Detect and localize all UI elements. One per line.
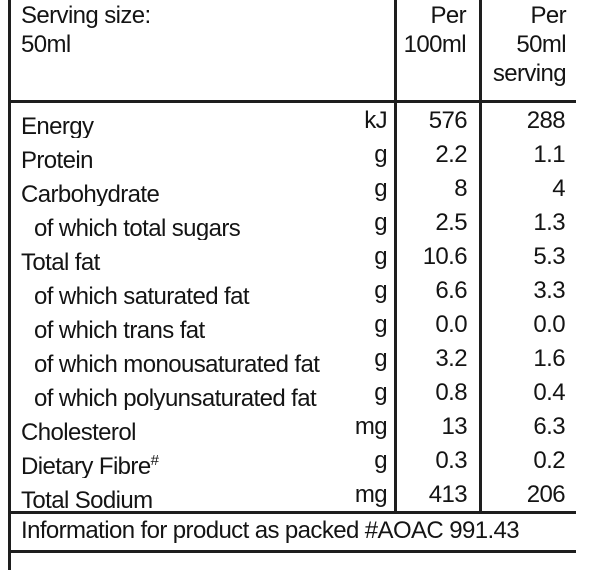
value-per-50ml: 1.3 bbox=[533, 209, 565, 236]
nutrient-label: of which saturated fat bbox=[10, 274, 329, 308]
nutrient-unit: g bbox=[374, 311, 387, 338]
nutrient-label: Protein bbox=[10, 138, 329, 172]
nutrient-unit: kJ bbox=[364, 107, 387, 134]
nutrient-unit: g bbox=[374, 345, 387, 372]
nutrient-unit: g bbox=[374, 447, 387, 474]
value-per-100ml: 0.0 bbox=[435, 311, 467, 338]
nutrient-label-text: Total fat bbox=[21, 249, 100, 274]
value-per-100ml: 576 bbox=[428, 107, 468, 134]
nutrient-unit: g bbox=[374, 379, 387, 406]
footer-bottom-rule bbox=[11, 550, 576, 553]
value-per-50ml: 0.2 bbox=[533, 447, 565, 474]
nutrient-label: Dietary Fibre# bbox=[10, 444, 329, 478]
nutrient-unit: mg bbox=[354, 413, 388, 440]
table-row-trans-fat: of which trans fat g 0.0 0.0 bbox=[10, 308, 576, 342]
nutrient-label: Cholesterol bbox=[10, 410, 329, 444]
table-row-polyunsaturated-fat: of which polyunsaturated fat g 0.8 0.4 bbox=[10, 376, 576, 410]
nutrient-label: Energy bbox=[10, 104, 329, 138]
value-per-100ml: 413 bbox=[428, 481, 468, 508]
value-per-50ml: 288 bbox=[526, 107, 566, 134]
nutrient-label-text: Carbohydrate bbox=[21, 181, 160, 206]
value-per-50ml: 6.3 bbox=[533, 413, 565, 440]
value-per-50ml: 1.1 bbox=[533, 141, 565, 168]
nutrient-label: Total Sodium bbox=[10, 478, 329, 512]
nutrient-label-text: Cholesterol bbox=[21, 419, 136, 444]
value-per-100ml: 13 bbox=[441, 413, 468, 440]
value-per-50ml: 5.3 bbox=[533, 243, 565, 270]
nutrient-label: of which monousaturated fat bbox=[10, 342, 329, 376]
nutrient-label-text: Protein bbox=[21, 147, 93, 172]
nutrient-unit: g bbox=[374, 277, 387, 304]
column-divider-units bbox=[394, 0, 397, 512]
value-per-100ml: 3.2 bbox=[435, 345, 467, 372]
nutrient-unit: g bbox=[374, 243, 387, 270]
value-per-50ml: 3.3 bbox=[533, 277, 565, 304]
nutrient-unit: g bbox=[374, 141, 387, 168]
column-divider-per100 bbox=[479, 0, 482, 512]
table-row-dietary-fibre: Dietary Fibre# g 0.3 0.2 bbox=[10, 444, 576, 478]
nutrient-label-text: of which monousaturated fat bbox=[34, 351, 320, 376]
table-row-total-sodium: Total Sodium mg 413 206 bbox=[10, 478, 576, 512]
nutrient-label-text: Total Sodium bbox=[21, 487, 153, 512]
nutrient-unit: mg bbox=[354, 481, 388, 508]
value-per-100ml: 10.6 bbox=[422, 243, 468, 270]
nutrient-label: of which trans fat bbox=[10, 308, 329, 342]
nutrient-label: of which total sugars bbox=[10, 206, 329, 240]
table-row-protein: Protein g 2.2 1.1 bbox=[10, 138, 576, 172]
nutrient-label-text: of which saturated fat bbox=[34, 283, 250, 308]
nutrient-label: of which polyunsaturated fat bbox=[10, 376, 329, 410]
header-separator-rule bbox=[11, 100, 576, 103]
body-end-rule bbox=[11, 511, 576, 514]
table-row-total-fat: Total fat g 10.6 5.3 bbox=[10, 240, 576, 274]
value-per-50ml: 0.0 bbox=[533, 311, 565, 338]
value-per-100ml: 0.3 bbox=[435, 447, 467, 474]
table-row-energy: Energy kJ 576 288 bbox=[10, 104, 576, 138]
nutrient-label: Carbohydrate bbox=[10, 172, 329, 206]
nutrient-rows: Energy kJ 576 288 Protein g 2.2 1.1 Carb… bbox=[10, 104, 576, 512]
value-per-100ml: 2.2 bbox=[435, 141, 467, 168]
value-per-100ml: 0.8 bbox=[435, 379, 467, 406]
table-row-saturated-fat: of which saturated fat g 6.6 3.3 bbox=[10, 274, 576, 308]
table-row-total-sugars: of which total sugars g 2.5 1.3 bbox=[10, 206, 576, 240]
value-per-50ml: 1.6 bbox=[533, 345, 565, 372]
nutrient-label-text: of which total sugars bbox=[34, 215, 241, 240]
nutrient-label-text: of which polyunsaturated fat bbox=[34, 385, 317, 410]
nutrient-unit: g bbox=[374, 209, 387, 236]
nutrient-label: Total fat bbox=[10, 240, 329, 274]
table-left-border bbox=[8, 0, 11, 570]
nutrient-label-text: Dietary Fibre bbox=[21, 453, 151, 478]
value-per-100ml: 2.5 bbox=[435, 209, 467, 236]
table-row-carbohydrate: Carbohydrate g 8 4 bbox=[10, 172, 576, 206]
nutrient-label-text: Energy bbox=[21, 113, 94, 138]
serving-size-header: Serving size: 50ml bbox=[21, 2, 151, 58]
value-per-50ml: 206 bbox=[526, 481, 566, 508]
value-per-50ml: 4 bbox=[552, 175, 565, 202]
nutrient-unit: g bbox=[374, 175, 387, 202]
column-header-per-100ml: Per 100ml bbox=[403, 2, 467, 58]
value-per-100ml: 6.6 bbox=[435, 277, 467, 304]
table-row-monousaturated-fat: of which monousaturated fat g 3.2 1.6 bbox=[10, 342, 576, 376]
table-row-cholesterol: Cholesterol mg 13 6.3 bbox=[10, 410, 576, 444]
value-per-100ml: 8 bbox=[454, 175, 467, 202]
column-header-per-50ml-serving: Per 50ml serving bbox=[492, 2, 567, 87]
label-superscript: # bbox=[150, 452, 159, 469]
value-per-50ml: 0.4 bbox=[533, 379, 565, 406]
footer-note: Information for product as packed #AOAC … bbox=[21, 517, 520, 544]
nutrient-label-text: of which trans fat bbox=[34, 317, 205, 342]
